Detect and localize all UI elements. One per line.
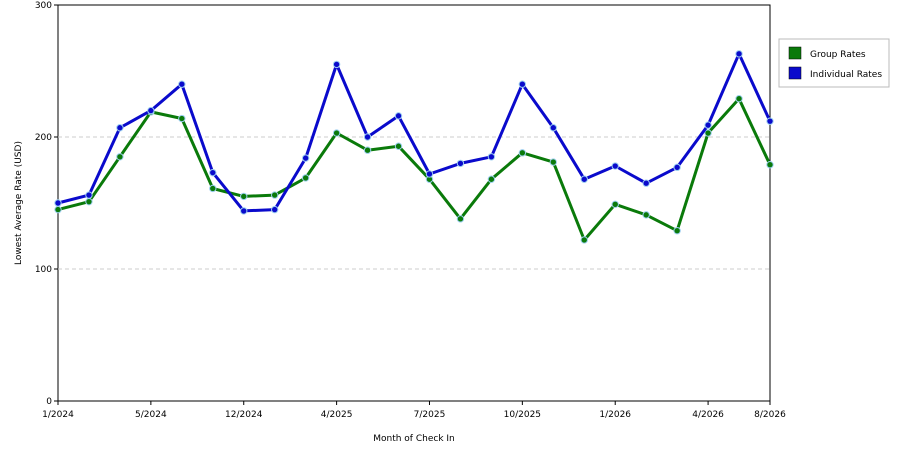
data-point-individual-rates (270, 205, 279, 214)
series-group (54, 50, 774, 244)
data-point-individual-rates (735, 50, 743, 58)
x-tick-label: 4/2025 (321, 410, 353, 420)
data-point-group-rates (456, 215, 465, 223)
series-line-group-rates (57, 97, 772, 242)
data-point-individual-rates (147, 106, 155, 115)
legend-swatch-individual-rates (788, 66, 802, 80)
data-point-group-rates (673, 227, 681, 235)
data-point-group-rates (642, 211, 650, 219)
data-point-individual-rates (363, 133, 372, 141)
data-point-individual-rates (642, 179, 650, 187)
x-tick-label: 10/2025 (504, 410, 541, 420)
data-point-individual-rates (425, 170, 434, 178)
plot-area (57, 4, 771, 402)
data-point-individual-rates (549, 124, 558, 132)
series-line-individual-rates (57, 52, 772, 213)
legend-label-individual-rates: Individual Rates (810, 70, 882, 80)
y-tick-label: 300 (35, 1, 52, 11)
x-tick-label: 4/2026 (692, 410, 724, 420)
data-point-group-rates (270, 191, 279, 199)
data-point-individual-rates (611, 162, 619, 170)
data-point-individual-rates (178, 80, 186, 88)
data-point-individual-rates (301, 154, 310, 162)
y-tick-label: 0 (46, 397, 52, 407)
data-point-individual-rates (85, 191, 93, 199)
data-point-individual-rates (209, 168, 217, 177)
x-axis-title: Month of Check In (373, 434, 455, 444)
data-point-group-rates (301, 174, 310, 182)
data-point-individual-rates (704, 121, 712, 129)
data-point-group-rates (178, 114, 186, 123)
legend: Group Rates Individual Rates (778, 38, 890, 88)
data-point-individual-rates (240, 207, 248, 215)
legend-swatch-group-rates (788, 46, 802, 60)
data-point-group-rates (766, 161, 774, 169)
data-point-group-rates (487, 175, 496, 183)
x-tick-label: 5/2024 (135, 410, 167, 420)
data-point-group-rates (54, 205, 62, 214)
data-point-group-rates (611, 200, 619, 209)
y-tick-label: 200 (35, 133, 52, 143)
data-point-individual-rates (332, 60, 341, 69)
data-point-group-rates (580, 236, 588, 244)
data-point-group-rates (332, 129, 341, 137)
data-point-group-rates (116, 153, 124, 161)
data-point-group-rates (518, 149, 527, 157)
data-point-group-rates (704, 129, 712, 137)
data-point-individual-rates (456, 159, 465, 168)
data-point-individual-rates (394, 112, 403, 120)
data-point-group-rates (735, 95, 743, 103)
x-tick-label: 1/2024 (42, 410, 74, 420)
data-point-individual-rates (116, 124, 124, 132)
data-point-group-rates (240, 192, 248, 201)
data-point-group-rates (85, 197, 93, 206)
y-axis-ticks: 0 100 200 300 (35, 1, 58, 407)
data-point-individual-rates (766, 117, 774, 125)
x-tick-label: 8/2026 (754, 410, 786, 420)
data-point-group-rates (394, 142, 403, 150)
data-point-group-rates (209, 184, 217, 193)
x-axis-ticks: 1/2024 5/2024 12/2024 4/2025 7/2025 10/2025 1/… (42, 401, 786, 420)
y-axis-title: Lowest Average Rate (USD) (14, 141, 24, 265)
x-tick-label: 12/2024 (225, 410, 263, 420)
data-point-group-rates (363, 146, 372, 154)
data-point-individual-rates (54, 199, 62, 207)
y-tick-label: 100 (35, 265, 52, 275)
legend-label-group-rates: Group Rates (810, 50, 866, 60)
x-tick-label: 7/2025 (414, 410, 446, 420)
data-point-individual-rates (580, 175, 588, 183)
data-point-group-rates (549, 158, 558, 166)
data-point-individual-rates (487, 153, 496, 161)
data-point-individual-rates (518, 80, 527, 88)
data-point-individual-rates (673, 163, 681, 172)
x-tick-label: 1/2026 (599, 410, 631, 420)
